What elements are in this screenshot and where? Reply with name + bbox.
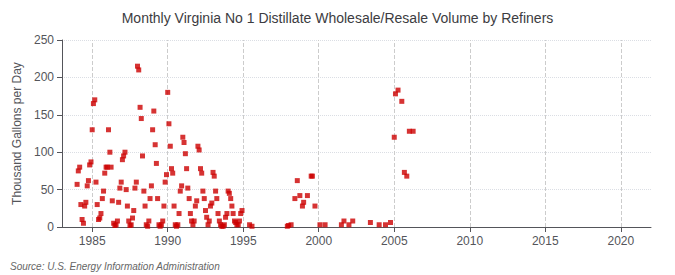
svg-text:200: 200 — [34, 70, 54, 84]
svg-text:250: 250 — [34, 33, 54, 47]
svg-text:0: 0 — [47, 220, 54, 234]
svg-text:1995: 1995 — [230, 234, 257, 248]
svg-text:100: 100 — [34, 145, 54, 159]
svg-text:2020: 2020 — [607, 234, 634, 248]
svg-text:150: 150 — [34, 108, 54, 122]
svg-text:50: 50 — [41, 183, 55, 197]
svg-text:Source: U.S. Energy Informatio: Source: U.S. Energy Information Administ… — [10, 261, 220, 272]
svg-text:Monthly Virginia No 1 Distilla: Monthly Virginia No 1 Distillate Wholesa… — [122, 10, 554, 26]
svg-text:1990: 1990 — [154, 234, 181, 248]
svg-text:2010: 2010 — [456, 234, 483, 248]
svg-text:Thousand Gallons per Day: Thousand Gallons per Day — [10, 62, 24, 205]
svg-text:2000: 2000 — [305, 234, 332, 248]
svg-text:2015: 2015 — [532, 234, 559, 248]
svg-text:1985: 1985 — [79, 234, 106, 248]
svg-text:2005: 2005 — [381, 234, 408, 248]
